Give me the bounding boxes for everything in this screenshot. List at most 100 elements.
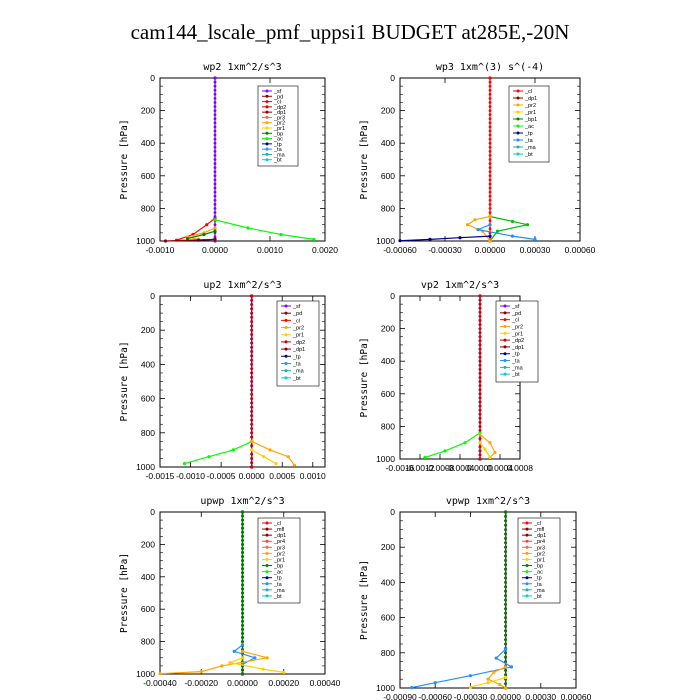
- legend-marker: [503, 345, 507, 349]
- series-point-sf: [213, 84, 217, 88]
- legend-marker: [284, 376, 288, 380]
- legend-entry: _pr2: [273, 551, 285, 557]
- legend-marker: [525, 594, 529, 598]
- legend-entry: _bp: [273, 564, 283, 570]
- series-point-sf: [213, 223, 217, 227]
- series-point-ac: [504, 515, 507, 518]
- legend-entry: _tp: [292, 354, 301, 360]
- legend-marker: [525, 521, 529, 525]
- legend-entry: _bt: [292, 376, 301, 382]
- legend-entry: _sf: [511, 304, 520, 310]
- legend-marker: [503, 331, 507, 335]
- series-point-cl: [488, 207, 492, 210]
- series-point-cl: [250, 358, 254, 362]
- chart-panel-4: vp2 1xm^2/s^3 Pressure [hPa] 0 200 400 600 800…: [359, 280, 539, 473]
- series-point-cl: [250, 294, 254, 298]
- series-point-pr2: [473, 218, 477, 222]
- series-point-cl: [478, 314, 482, 318]
- legend-marker: [265, 158, 269, 162]
- y-tick-label: 200: [381, 106, 395, 116]
- legend-box: [495, 300, 539, 383]
- series-point-cl: [488, 211, 492, 214]
- series-point-ac: [504, 576, 507, 580]
- legend-entry: _bt: [533, 594, 542, 600]
- legend-marker: [525, 564, 529, 568]
- series-point-pr2: [488, 214, 492, 219]
- legend-entry: _pr1: [511, 331, 523, 337]
- series-point-ac: [504, 638, 507, 641]
- series-point-ac: [504, 598, 507, 602]
- legend-entry: _dp2: [511, 338, 524, 344]
- series-point-cl: [478, 437, 482, 441]
- series-point-sf: [213, 202, 217, 206]
- legend-entry: _pr3: [273, 115, 285, 121]
- series-point-ta: [494, 656, 498, 660]
- series-point-cl: [488, 154, 492, 157]
- series-point-cl: [478, 400, 482, 404]
- series-point-pr2: [488, 239, 492, 243]
- series-point-sf: [213, 137, 217, 141]
- legend-entry: _pr3: [533, 545, 545, 551]
- series-point-ac: [241, 591, 244, 595]
- series-point-cl: [250, 397, 254, 400]
- series-point-pr1: [483, 447, 487, 451]
- y-axis-label: Pressure [hPa]: [119, 341, 130, 421]
- series-point-ac: [241, 567, 244, 571]
- series-point-cl: [250, 303, 254, 306]
- series-point-sf: [213, 166, 217, 170]
- series-point-pr1: [213, 229, 217, 233]
- series-point-pr2: [199, 669, 203, 674]
- legend-entry: _ma: [292, 369, 305, 375]
- series-point-ac: [504, 607, 507, 611]
- legend-marker: [503, 359, 507, 363]
- series-point-ta: [410, 686, 414, 690]
- series-point-cl: [488, 198, 492, 202]
- series-point-cl: [488, 109, 492, 112]
- y-tick-label: 800: [381, 203, 395, 213]
- series-point-ac: [241, 526, 244, 530]
- y-tick-label: 200: [141, 325, 155, 335]
- series-point-cl: [250, 384, 254, 388]
- series-line-pr2: [187, 227, 216, 240]
- legend-marker: [516, 96, 520, 100]
- series-point-cl: [250, 298, 254, 302]
- chart-panel-1: wp2 1xm^2/s^3 Pressure [hPa] 0 200 400 600 800…: [119, 62, 338, 255]
- y-axis-label: Pressure [hPa]: [119, 119, 130, 199]
- series-point-ac: [504, 625, 507, 628]
- series-point-sf: [213, 158, 217, 161]
- series-point-cl: [478, 339, 482, 343]
- series-point-ac: [241, 624, 244, 627]
- legend-entry: _cl: [524, 89, 532, 95]
- legend-entry: _ma: [524, 145, 537, 151]
- legend-entry: _ta: [511, 359, 521, 365]
- chart-panel-5: upwp 1xm^2/s^3 Pressure [hPa] 0 200 400 600 80…: [119, 496, 341, 688]
- series-point-sf: [213, 145, 217, 149]
- series-point-ta: [510, 234, 515, 238]
- series-point-pr1: [468, 685, 472, 689]
- series-point-sf: [213, 154, 217, 157]
- series-point-cl: [488, 137, 492, 141]
- x-tick-label: 0.0005: [269, 471, 295, 481]
- x-tick-label: 0.0010: [257, 245, 283, 255]
- series-point-ac: [504, 589, 507, 593]
- series-point-cl: [478, 327, 482, 330]
- legend-entry: _sf: [292, 304, 301, 310]
- x-tick-label: -0.0004: [446, 463, 475, 473]
- series-line-dp1: [424, 432, 481, 458]
- series-point-cl: [478, 310, 482, 314]
- figure-title: cam144_lscale_pmf_uppsi1 BUDGET at285E,-…: [130, 20, 570, 44]
- series-point-cl: [488, 133, 492, 137]
- legend-marker: [265, 576, 269, 580]
- series-point-ac: [504, 581, 507, 584]
- series-point-ac: [241, 547, 244, 550]
- legend-marker: [516, 131, 520, 135]
- series-point-ac: [241, 595, 244, 599]
- legend-marker: [265, 533, 269, 537]
- x-tick-label: -0.0015: [146, 471, 175, 481]
- legend-marker: [525, 570, 529, 574]
- series-point-ac: [213, 218, 217, 222]
- series-point-ac: [241, 522, 244, 526]
- series-point-sf: [213, 117, 217, 121]
- series-point-cl: [478, 408, 482, 412]
- series-point-cl: [478, 388, 482, 392]
